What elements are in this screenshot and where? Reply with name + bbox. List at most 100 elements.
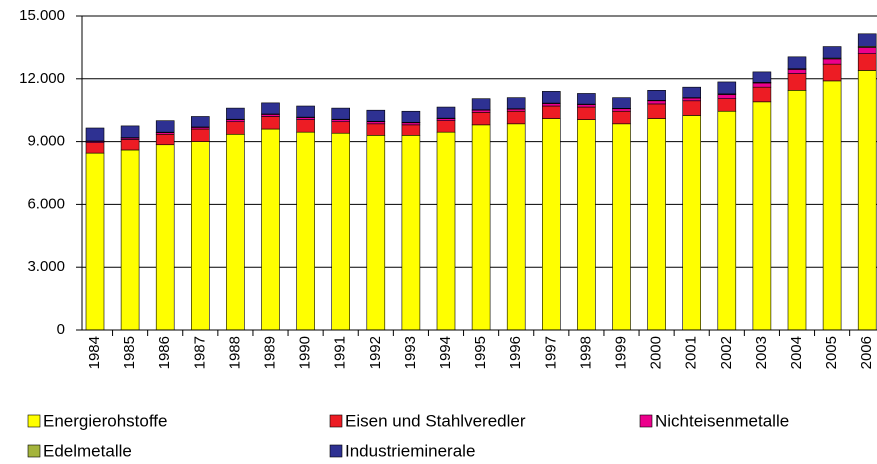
- bar-segment: [226, 133, 245, 331]
- bar-segment: [155, 144, 175, 331]
- bar-segment: [471, 124, 491, 331]
- bar-segment: [85, 142, 105, 154]
- bar-segment: [752, 86, 772, 103]
- bar-segment: [471, 109, 491, 113]
- x-tick-label: 1992: [367, 336, 384, 369]
- bar-segment: [541, 118, 561, 331]
- x-tick-label: 2005: [823, 336, 840, 369]
- bar-segment: [577, 104, 596, 108]
- bar-segment: [822, 46, 842, 59]
- bar-segment: [191, 141, 210, 331]
- bar-segment: [471, 111, 491, 126]
- bar-segment: [822, 63, 842, 82]
- bar-segment: [506, 97, 526, 110]
- bar-segment: [366, 123, 386, 136]
- bar-segment: [752, 71, 772, 83]
- bar-segment: [612, 110, 631, 125]
- x-tick-label: 2006: [858, 336, 875, 369]
- bar-segment: [155, 133, 175, 146]
- x-tick-label: 2000: [648, 336, 665, 369]
- bar-segment: [717, 81, 737, 95]
- bar-segment: [612, 123, 631, 331]
- legend-label: Industrieminerale: [345, 441, 475, 460]
- bar-segment: [752, 101, 772, 331]
- bar-segment: [331, 119, 351, 123]
- bar-segment: [331, 107, 351, 120]
- legend-swatch: [27, 414, 41, 428]
- legend-swatch: [329, 414, 343, 428]
- bar-segment: [296, 105, 315, 118]
- bar-segment: [717, 94, 737, 99]
- x-tick-label: 1986: [156, 336, 173, 369]
- bar-segment: [822, 80, 842, 331]
- bar-segment: [682, 100, 702, 116]
- y-tick-label: 0: [57, 321, 65, 338]
- bar-segment: [191, 128, 210, 142]
- x-tick-label: 1996: [507, 336, 524, 369]
- bar-segment: [261, 114, 280, 117]
- bar-segment: [120, 149, 140, 331]
- bar-segment: [717, 110, 737, 331]
- bar-segment: [506, 123, 526, 331]
- y-tick-label: 6.000: [27, 195, 65, 212]
- bar-segment: [226, 107, 245, 120]
- x-tick-label: 1988: [226, 336, 243, 369]
- bar-segment: [682, 86, 702, 98]
- bar-segment: [436, 131, 456, 331]
- bar-segment: [752, 82, 772, 88]
- bar-segment: [401, 110, 421, 123]
- x-tick-label: 2004: [788, 336, 805, 369]
- bar-segment: [261, 128, 280, 331]
- y-tick-label: 3.000: [27, 258, 65, 275]
- x-tick-label: 2003: [753, 336, 770, 369]
- legend-label: Nichteisenmetalle: [655, 411, 789, 430]
- bar-segment: [506, 108, 526, 112]
- x-tick-label: 1993: [402, 336, 419, 369]
- x-tick-label: 1990: [297, 336, 314, 369]
- bar-segment: [541, 91, 561, 104]
- bar-segment: [647, 100, 666, 105]
- x-tick-label: 1999: [612, 336, 629, 369]
- bar-segment: [155, 120, 175, 133]
- bar-segment: [647, 103, 666, 119]
- bar-segment: [857, 53, 877, 71]
- x-tick-label: 1991: [332, 336, 349, 369]
- bar-segment: [331, 121, 351, 134]
- legend-label: Edelmetalle: [43, 441, 132, 460]
- bar-segment: [541, 105, 561, 119]
- bar-segment: [787, 73, 807, 91]
- bar-segment: [612, 97, 631, 109]
- bar-segment: [682, 97, 702, 102]
- bar-segment: [787, 90, 807, 331]
- x-tick-label: 1998: [577, 336, 594, 369]
- bar-segment: [577, 93, 596, 105]
- y-tick-label: 9.000: [27, 133, 65, 150]
- bar-segment: [85, 152, 105, 331]
- bar-segment: [366, 135, 386, 331]
- bar-segment: [857, 47, 877, 54]
- bar-segment: [822, 58, 842, 65]
- bar-segment: [682, 115, 702, 331]
- bar-segment: [296, 117, 315, 120]
- bar-segment: [226, 121, 245, 135]
- legend-swatch: [639, 414, 653, 428]
- y-tick-label: 12.000: [19, 70, 65, 87]
- x-tick-label: 1994: [437, 336, 454, 369]
- bar-segment: [436, 106, 456, 119]
- bar-segment: [717, 98, 737, 112]
- x-tick-label: 1987: [191, 336, 208, 369]
- x-tick-label: 1997: [542, 336, 559, 369]
- bar-segment: [647, 90, 666, 101]
- bar-segment: [436, 120, 456, 133]
- bar-segment: [506, 110, 526, 125]
- legend-swatch: [27, 444, 41, 458]
- bar-segment: [612, 108, 631, 112]
- bar-segment: [577, 106, 596, 120]
- bar-segment: [120, 125, 140, 138]
- bar-segment: [787, 69, 807, 74]
- x-tick-label: 1995: [472, 336, 489, 369]
- bar-segment: [261, 102, 280, 115]
- bar-segment: [226, 119, 245, 123]
- x-tick-label: 1989: [261, 336, 278, 369]
